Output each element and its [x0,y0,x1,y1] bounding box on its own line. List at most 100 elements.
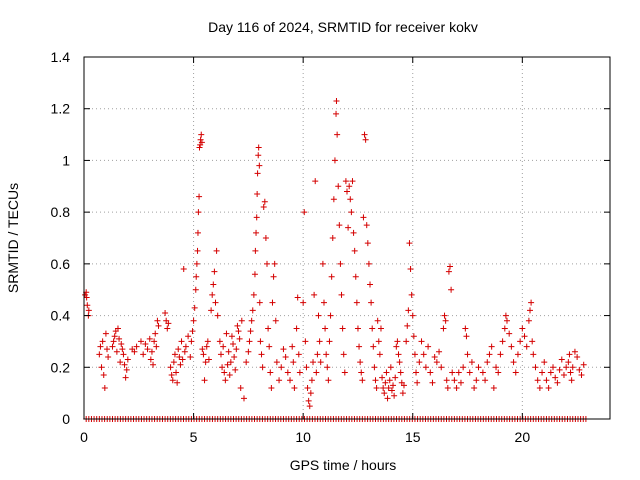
data-point [359,377,366,384]
data-point [384,395,391,402]
data-point [306,403,313,410]
y-tick-label: 0.8 [51,204,71,220]
data-point [361,131,368,138]
data-point [307,390,314,397]
data-point [431,353,438,360]
data-point [148,348,155,355]
y-tick-label: 1 [62,152,70,168]
data-point [552,374,559,381]
data-point [443,377,450,384]
data-point [210,281,217,288]
data-point [237,384,244,391]
data-point [495,369,502,376]
data-point [451,377,458,384]
data-point [330,196,337,203]
data-point [396,359,403,366]
data-point [268,384,275,391]
axis-ticks [83,56,610,420]
data-point [479,369,486,376]
data-point [262,235,269,241]
data-point [97,343,104,350]
data-point [181,348,188,355]
chart-title: Day 116 of 2024, SRMTID for receiver kok… [208,19,478,35]
data-point [512,369,519,376]
y-tick-labels: 0 0.2 0.4 0.6 0.8 1 1.2 1.4 [51,49,71,427]
x-tick-label: 0 [80,429,88,445]
data-point [521,333,528,340]
data-point [365,260,372,267]
data-point [192,286,199,293]
data-point [223,330,230,337]
data-point [165,320,172,327]
data-point [460,364,467,371]
data-point [193,273,200,280]
data-point [280,346,287,353]
data-point [113,348,120,355]
data-point [383,369,390,376]
data-point [405,307,412,314]
data-point [220,343,227,350]
data-point [413,369,420,376]
data-point [152,330,159,337]
data-point [204,338,211,345]
data-point [202,359,209,366]
data-point [315,312,322,319]
data-point [295,351,302,358]
data-point [151,338,158,345]
data-point [547,369,554,376]
data-point [116,335,123,342]
data-point [377,325,384,332]
data-point [347,196,354,203]
data-point [571,348,578,355]
data-point [344,188,350,195]
data-point [312,178,319,185]
data-point [234,322,241,329]
data-point [353,299,360,306]
data-point [235,328,242,335]
data-point [245,348,252,355]
data-point [190,317,197,324]
data-point [123,366,130,373]
data-point [191,304,198,311]
data-point [329,235,336,241]
data-point [407,266,414,273]
data-point [370,343,377,350]
data-point [171,351,178,358]
data-point [394,338,401,345]
data-point [217,351,224,358]
data-point [248,317,255,324]
data-point [387,364,394,371]
data-point [529,338,536,345]
data-point [333,97,340,104]
data-point [194,247,201,254]
data-point [302,338,309,345]
data-point [140,351,147,358]
data-point [558,356,565,363]
data-point [326,338,333,345]
data-point [249,307,256,314]
data-point [198,139,205,146]
data-point [289,343,296,350]
data-point [348,209,355,216]
plot-frame [83,56,611,420]
data-point [340,351,347,358]
data-point [422,364,429,371]
data-point [374,317,381,324]
data-point [196,144,203,151]
data-point [250,291,257,298]
data-point [322,325,329,332]
data-point [264,260,271,267]
data-point [334,131,341,138]
data-point [416,359,423,366]
data-point [267,369,274,376]
data-point [225,348,232,355]
data-point [155,322,162,329]
data-point [111,333,118,340]
data-point [224,361,231,368]
data-point [150,361,157,368]
data-point [369,325,376,332]
data-point [194,229,201,236]
data-point [392,374,399,381]
data-point [499,338,506,345]
